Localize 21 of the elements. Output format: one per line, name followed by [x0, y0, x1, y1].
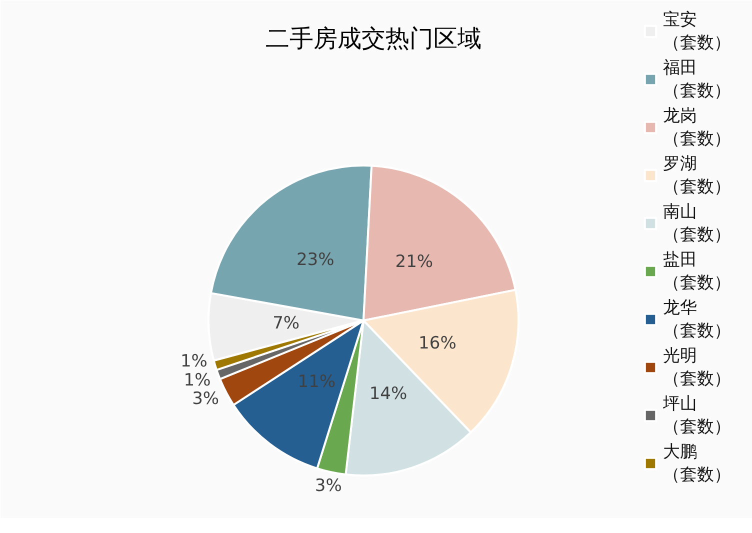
data-label: 14% — [369, 384, 408, 404]
legend-label: 光明（套数） — [663, 345, 732, 390]
data-label: 1% — [180, 352, 208, 372]
data-label: 3% — [192, 389, 220, 410]
legend-label: 南山（套数） — [663, 201, 732, 246]
data-label: 11% — [298, 372, 336, 392]
data-label: 1% — [184, 370, 211, 390]
data-label: 3% — [314, 476, 342, 496]
data-label: 7% — [272, 314, 300, 334]
legend-label: 宝安（套数） — [663, 9, 732, 54]
legend-label: 福田（套数） — [663, 57, 732, 102]
legend-label: 大鹏（套数） — [663, 441, 732, 486]
text: 二手房成交热门区域 — [266, 24, 482, 52]
data-label: 16% — [418, 334, 456, 354]
legend-label: 龙华（套数） — [663, 297, 732, 342]
data-label: 23% — [296, 250, 334, 270]
data-label: 21% — [395, 252, 434, 272]
legend-label: 罗湖（套数） — [663, 153, 732, 198]
legend-label: 盐田（套数） — [663, 249, 732, 294]
legend-label: 坪山（套数） — [663, 393, 732, 438]
legend-label: 龙岗（套数） — [663, 105, 732, 150]
